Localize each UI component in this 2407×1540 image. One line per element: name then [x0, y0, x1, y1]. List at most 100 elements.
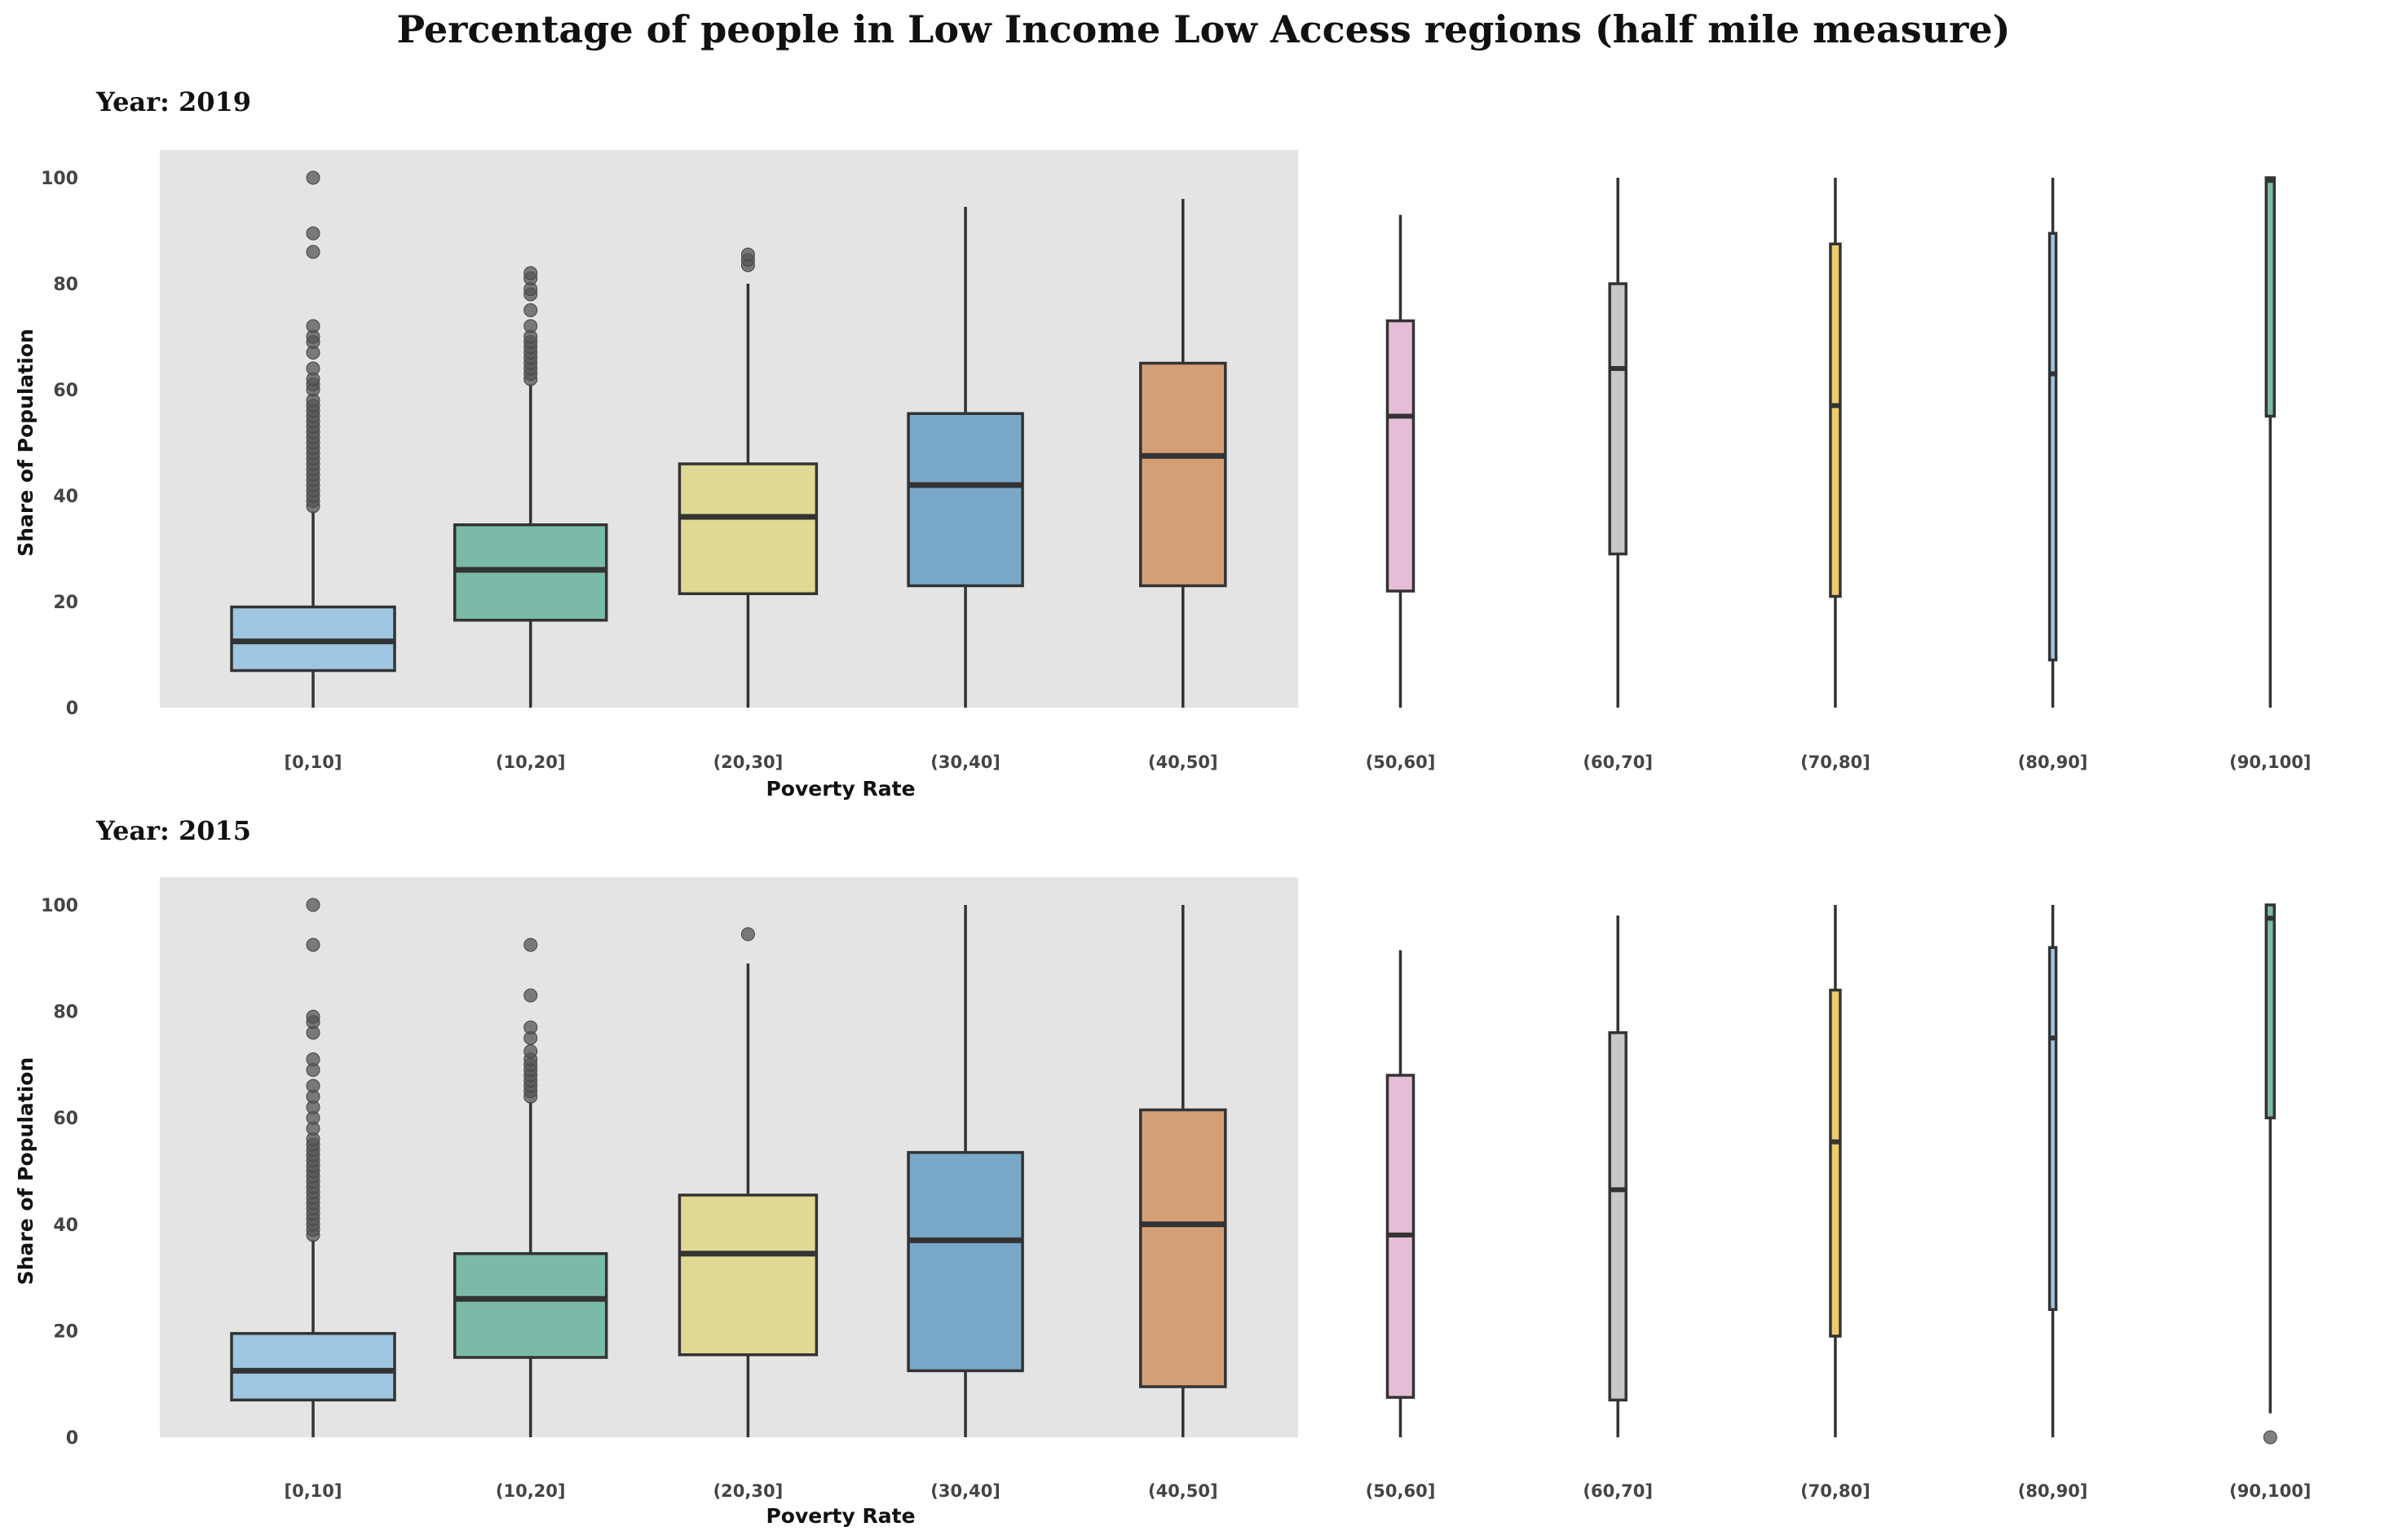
x-tick-label: (60,70] [1583, 752, 1653, 772]
x-tick-label: (90,100] [2229, 1481, 2311, 1501]
outlier-point [306, 1009, 320, 1024]
x-tick-label: (30,40] [930, 752, 1000, 772]
iqr-box [2264, 176, 2277, 418]
x-tick-label: [0,10] [284, 752, 342, 772]
outlier-point [523, 988, 538, 1003]
y-tick-label: 100 [41, 169, 78, 189]
x-tick-label: (80,90] [2018, 752, 2088, 772]
iqr-box [2264, 903, 2277, 1119]
box-7 [1608, 916, 1627, 1437]
panel-1: Year: 2019 0 20 40 60 80 100 Share of Populatio… [14, 86, 2311, 801]
outlier-point [523, 303, 538, 317]
iqr-box [1608, 1030, 1627, 1402]
y-tick-label: 60 [53, 1109, 78, 1129]
outlier-point [306, 245, 320, 259]
iqr-box [907, 1150, 1024, 1373]
box-9 [2047, 178, 2058, 708]
x-tick-label: (50,60] [1366, 752, 1436, 772]
outlier-point [740, 927, 755, 942]
panel-2: Year: 2015 0 20 40 60 80 100 Share of Populatio… [14, 815, 2311, 1528]
outlier-point [306, 319, 320, 333]
box-9 [2047, 905, 2058, 1437]
outlier-point [523, 266, 538, 280]
outlier-point [306, 938, 320, 952]
x-axis-label: Poverty Rate [766, 777, 915, 801]
y-axis-label: Share of Population [14, 1057, 38, 1286]
box-5 [1139, 199, 1227, 708]
iqr-box [1385, 319, 1415, 593]
iqr-box [1829, 988, 1842, 1338]
outlier-point [523, 319, 538, 333]
box-7 [1608, 178, 1627, 708]
x-axis-label: Poverty Rate [766, 1504, 915, 1528]
x-tick-label: [0,10] [284, 1481, 342, 1501]
x-tick-label: (50,60] [1366, 1481, 1436, 1501]
outlier-point [523, 938, 538, 952]
iqr-box [230, 1331, 396, 1402]
y-tick-label: 80 [53, 1003, 78, 1023]
y-tick-label: 20 [53, 593, 78, 613]
iqr-box [453, 1251, 608, 1359]
outlier-point [306, 898, 320, 912]
iqr-box [1139, 1108, 1227, 1388]
box-3 [678, 247, 819, 708]
box-10 [2264, 176, 2277, 708]
outlier-point [523, 1044, 538, 1059]
outlier-point [306, 170, 320, 185]
x-tick-label: (70,80] [1800, 752, 1870, 772]
x-tick-label: (70,80] [1800, 1481, 1870, 1501]
y-tick-label: 60 [53, 381, 78, 401]
y-axis-label: Share of Population [14, 329, 38, 557]
box-1 [230, 170, 396, 708]
x-tick-label: (10,20] [496, 1481, 566, 1501]
box-10 [2263, 903, 2277, 1445]
x-tick-label: (90,100] [2229, 752, 2311, 772]
figure-title: Percentage of people in Low Income Low A… [397, 7, 2011, 51]
y-tick-label: 40 [53, 487, 78, 507]
outlier-point [306, 1079, 320, 1093]
iqr-box [678, 462, 819, 595]
iqr-box [2047, 946, 2058, 1312]
outlier-point [2263, 1430, 2277, 1445]
x-tick-label: (30,40] [930, 1481, 1000, 1501]
y-tick-label: 100 [41, 896, 78, 916]
x-tick-label: (10,20] [496, 752, 566, 772]
panel-subtitle: Year: 2019 [95, 86, 251, 117]
outlier-point [523, 1020, 538, 1035]
x-tick-label: (40,50] [1148, 752, 1218, 772]
box-4 [907, 905, 1024, 1437]
box-8 [1829, 905, 1842, 1437]
iqr-box [1829, 242, 1842, 598]
x-tick-label: (20,30] [713, 752, 784, 772]
outlier-point [306, 226, 320, 240]
iqr-box [907, 412, 1024, 588]
iqr-box [678, 1194, 819, 1357]
box-3 [678, 927, 819, 1437]
x-tick-label: (80,90] [2018, 1481, 2088, 1501]
y-tick-label: 0 [66, 699, 78, 719]
box-8 [1829, 178, 1842, 708]
box-1 [230, 898, 396, 1437]
panels: Year: 2019 0 20 40 60 80 100 Share of Populatio… [14, 86, 2311, 1528]
outlier-point [306, 1052, 320, 1066]
box-5 [1139, 905, 1227, 1437]
x-tick-label: (40,50] [1148, 1481, 1218, 1501]
box-2 [453, 266, 608, 708]
x-tick-label: (60,70] [1583, 1481, 1653, 1501]
y-tick-label: 80 [53, 275, 78, 295]
box-2 [453, 938, 608, 1437]
x-tick-label: (20,30] [713, 1481, 784, 1501]
outlier-point [306, 361, 320, 376]
box-6 [1385, 214, 1415, 708]
iqr-box [1139, 361, 1227, 588]
y-tick-label: 0 [66, 1428, 78, 1449]
iqr-box [2047, 232, 2058, 662]
y-tick-label: 40 [53, 1216, 78, 1236]
y-tick-label: 20 [53, 1322, 78, 1342]
panel-subtitle: Year: 2015 [95, 815, 251, 846]
outlier-point [740, 247, 755, 262]
iqr-box [1608, 282, 1627, 556]
box-4 [907, 206, 1024, 708]
box-6 [1385, 950, 1415, 1437]
